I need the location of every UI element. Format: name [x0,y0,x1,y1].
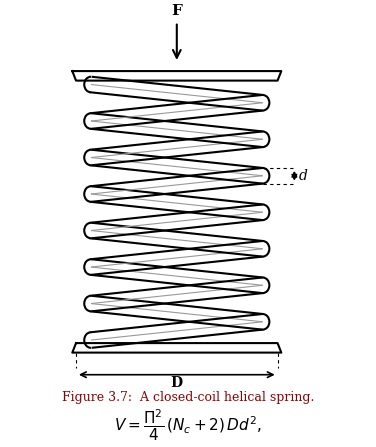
Text: $V = \dfrac{\Pi^2}{4}\,(N_c + 2)\,Dd^2,$: $V = \dfrac{\Pi^2}{4}\,(N_c + 2)\,Dd^2,$ [114,408,262,443]
Text: d: d [299,169,308,183]
Polygon shape [72,343,281,353]
Text: Figure 3.7:  A closed-coil helical spring.: Figure 3.7: A closed-coil helical spring… [62,391,314,404]
Text: F: F [171,4,182,18]
Text: D: D [171,376,183,390]
Polygon shape [72,71,281,80]
